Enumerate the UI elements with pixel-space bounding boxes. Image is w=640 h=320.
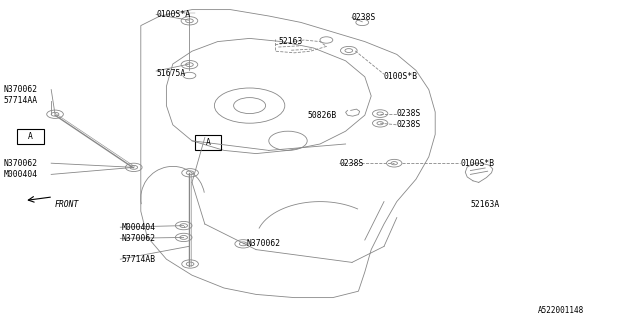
Text: N370062: N370062 xyxy=(246,239,280,248)
Text: 52163: 52163 xyxy=(278,37,303,46)
Text: 0100S*A: 0100S*A xyxy=(157,10,191,19)
Text: M000404: M000404 xyxy=(122,223,156,232)
Text: 57714AA: 57714AA xyxy=(3,96,37,105)
Text: A: A xyxy=(205,138,211,147)
Text: N370062: N370062 xyxy=(122,234,156,243)
Text: 0238S: 0238S xyxy=(339,159,364,168)
Text: N370062: N370062 xyxy=(3,85,37,94)
Text: N370062: N370062 xyxy=(3,159,37,168)
Text: 0238S: 0238S xyxy=(352,13,376,22)
Text: 52163A: 52163A xyxy=(470,200,500,209)
Text: 0238S: 0238S xyxy=(397,109,421,118)
Text: FRONT: FRONT xyxy=(54,200,79,209)
Text: A522001148: A522001148 xyxy=(538,306,584,315)
Text: 0238S: 0238S xyxy=(397,120,421,129)
Text: 0100S*B: 0100S*B xyxy=(384,72,418,81)
Text: 51675A: 51675A xyxy=(157,69,186,78)
Text: M000404: M000404 xyxy=(3,170,37,179)
Text: 0100S*B: 0100S*B xyxy=(461,159,495,168)
Text: 57714AB: 57714AB xyxy=(122,255,156,264)
Text: A: A xyxy=(28,132,33,141)
Text: 50826B: 50826B xyxy=(307,111,337,120)
